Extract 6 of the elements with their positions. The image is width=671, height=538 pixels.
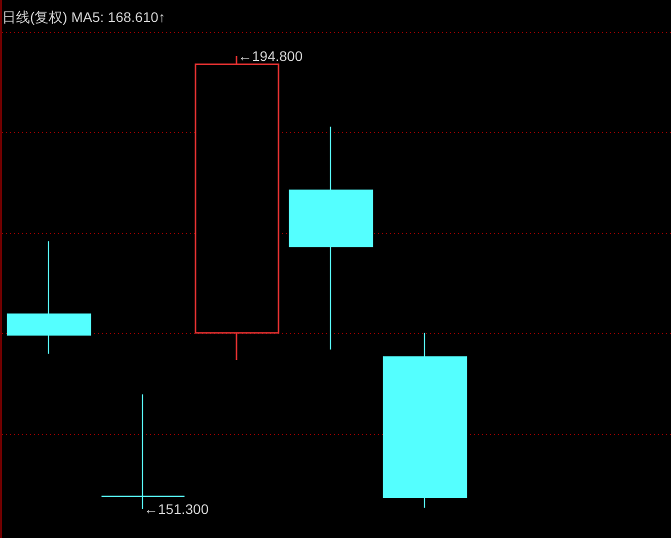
chart-title: 日线(复权) MA5: 168.610↑ [2,9,166,25]
candlestick [382,332,468,508]
candlestick [6,240,92,354]
annotation: ←151.300 [144,500,209,517]
annotation: ←194.800 [238,48,303,64]
candlestick [288,126,374,350]
